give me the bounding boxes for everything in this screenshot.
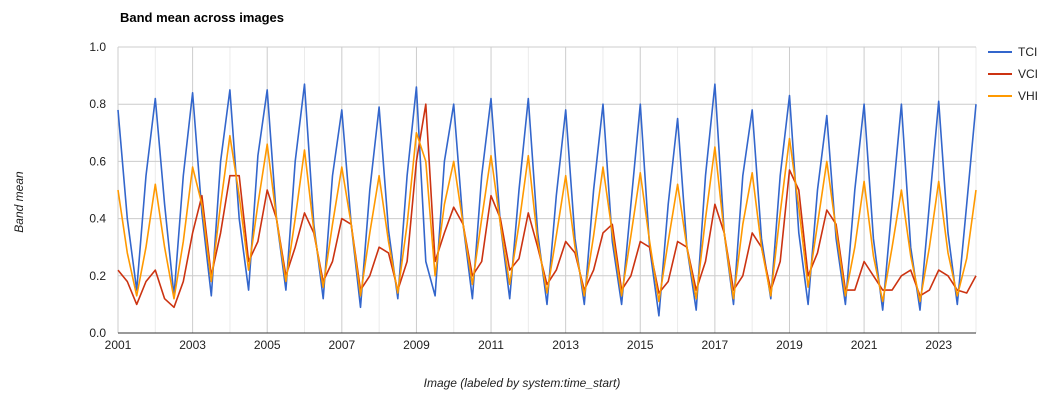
y-tick-label: 1.0	[89, 40, 106, 54]
legend: TCI VCI VHI	[988, 45, 1038, 103]
x-tick-label: 2017	[702, 338, 729, 352]
x-tick-label: 2001	[105, 338, 132, 352]
x-tick-label: 2011	[478, 338, 504, 352]
x-tick-label: 2003	[179, 338, 206, 352]
x-tick-label: 2023	[925, 338, 952, 352]
x-tick-label: 2009	[403, 338, 430, 352]
x-tick-label: 2013	[552, 338, 579, 352]
series-line-tci	[117, 83, 977, 317]
y-tick-label: 0.6	[89, 154, 106, 168]
series-line-vci	[117, 103, 977, 309]
series-line-vhi	[117, 132, 977, 303]
y-tick-label: 0.8	[89, 97, 106, 111]
x-tick-label: 2015	[627, 338, 654, 352]
y-ticks: 0.0 0.2 0.4 0.6 0.8 1.0	[89, 40, 106, 340]
y-tick-label: 0.0	[89, 326, 106, 340]
x-tick-label: 2021	[851, 338, 878, 352]
legend-label-tci: TCI	[1018, 45, 1037, 59]
series-lines	[117, 83, 977, 317]
x-axis-label: Image (labeled by system:time_start)	[423, 376, 621, 390]
x-tick-label: 2005	[254, 338, 281, 352]
y-tick-label: 0.2	[89, 269, 106, 283]
x-ticks: 2001 2003 2005 2007 2009 2011 2013 2015 2017 2019…	[105, 338, 953, 352]
chart-title: Band mean across images	[120, 10, 285, 25]
y-tick-label: 0.4	[89, 212, 106, 226]
legend-label-vci: VCI	[1018, 67, 1038, 81]
x-tick-label: 2007	[328, 338, 355, 352]
x-tick-label: 2019	[776, 338, 803, 352]
legend-label-vhi: VHI	[1018, 89, 1038, 103]
